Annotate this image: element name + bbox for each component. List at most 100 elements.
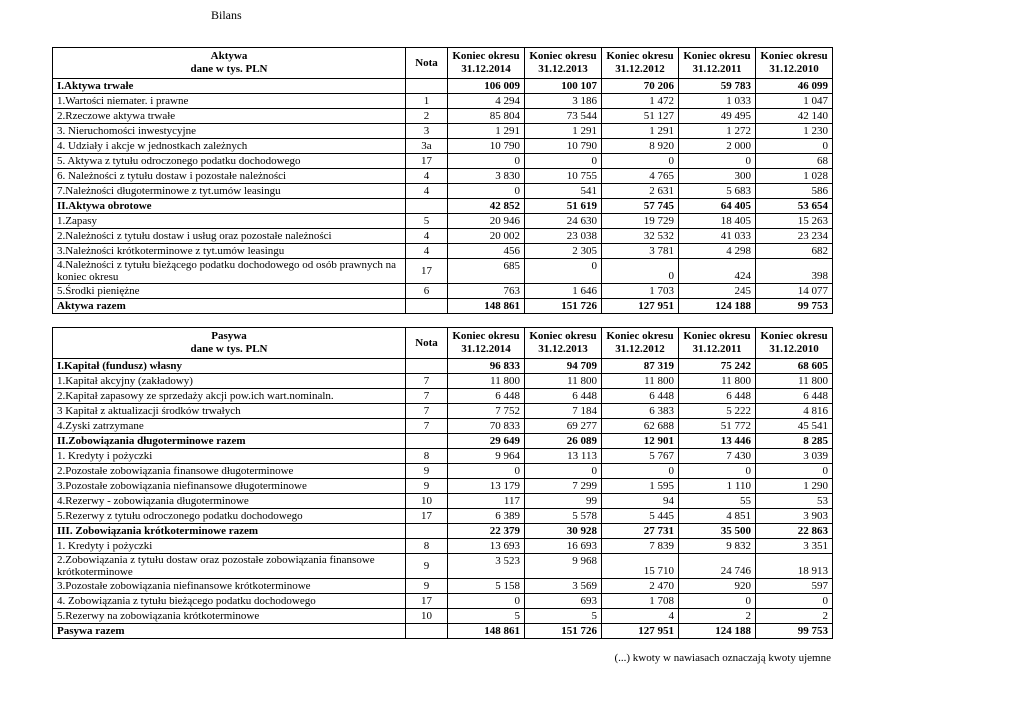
table-row: II.Aktywa obrotowe 42 852 51 619 57 745 64 4…	[52, 198, 833, 214]
row-value: 53	[755, 493, 833, 509]
row-value: 24 746	[678, 553, 756, 579]
row-nota	[405, 198, 448, 214]
row-value: 1 291	[524, 123, 602, 139]
column-header-period: Koniec okresu 31.12.2011	[678, 47, 756, 79]
row-label: 5. Aktywa z tytułu odroczonego podatku d…	[52, 153, 406, 169]
row-nota: 9	[405, 478, 448, 494]
period-date: 31.12.2011	[692, 63, 742, 75]
column-header-period: Koniec okresu 31.12.2014	[447, 47, 525, 79]
table-row: 3.Pozostałe zobowiązania niefinansowe kr…	[52, 578, 833, 594]
row-value: 0	[447, 593, 525, 609]
row-value: 1 703	[601, 283, 679, 299]
row-nota	[405, 433, 448, 449]
row-value: 4 294	[447, 93, 525, 109]
row-value: 51 127	[601, 108, 679, 124]
table-row: 3.Pozostałe zobowiązania niefinansowe dł…	[52, 478, 833, 494]
row-value: 100 107	[524, 78, 602, 94]
row-label: 2.Należności z tytułu dostaw i usług ora…	[52, 228, 406, 244]
row-value: 51 772	[678, 418, 756, 434]
row-nota: 6	[405, 283, 448, 299]
row-label: 4.Zyski zatrzymane	[52, 418, 406, 434]
row-nota: 17	[405, 153, 448, 169]
row-value: 62 688	[601, 418, 679, 434]
row-value: 16 693	[524, 538, 602, 554]
period-date: 31.12.2012	[615, 343, 665, 355]
row-value: 5	[524, 608, 602, 624]
column-header-period: Koniec okresu 31.12.2010	[755, 47, 833, 79]
column-header-period: Koniec okresu 31.12.2013	[524, 327, 602, 359]
row-label: III. Zobowiązania krótkoterminowe razem	[52, 523, 406, 539]
table-subtitle: dane w tys. PLN	[190, 63, 268, 75]
row-value: 6 448	[447, 388, 525, 404]
row-value: 106 009	[447, 78, 525, 94]
row-label: 2.Zobowiązania z tytułu dostaw oraz pozo…	[52, 553, 406, 579]
row-value: 6 383	[601, 403, 679, 419]
row-value: 42 852	[447, 198, 525, 214]
table-row: 5.Rezerwy z tytułu odroczonego podatku d…	[52, 508, 833, 524]
row-label: 5.Rezerwy z tytułu odroczonego podatku d…	[52, 508, 406, 524]
table-row: 1.Wartości niemater. i prawne 1 4 294 3 186…	[52, 93, 833, 109]
row-nota: 9	[405, 463, 448, 479]
row-nota: 4	[405, 228, 448, 244]
table-header-row: Aktywa dane w tys. PLN Nota Koniec okresu 31…	[52, 47, 833, 79]
row-nota: 5	[405, 213, 448, 229]
row-label: 4.Rezerwy - zobowiązania długoterminowe	[52, 493, 406, 509]
column-header-period: Koniec okresu 31.12.2012	[601, 47, 679, 79]
row-value: 682	[755, 243, 833, 259]
row-value: 9 964	[447, 448, 525, 464]
row-value: 5 683	[678, 183, 756, 199]
row-value: 13 113	[524, 448, 602, 464]
row-nota: 7	[405, 418, 448, 434]
row-value: 70 833	[447, 418, 525, 434]
period-label: Koniec okresu	[683, 50, 751, 62]
row-value: 1 290	[755, 478, 833, 494]
column-header-nota: Nota	[405, 327, 448, 359]
row-value: 11 800	[755, 373, 833, 389]
row-label: 1.Kapitał akcyjny (zakładowy)	[52, 373, 406, 389]
row-label: 2.Rzeczowe aktywa trwałe	[52, 108, 406, 124]
row-nota: 7	[405, 403, 448, 419]
footer-note: (...) kwoty w nawiasach oznaczają kwoty …	[614, 652, 831, 664]
row-value: 1 472	[601, 93, 679, 109]
row-value: 23 234	[755, 228, 833, 244]
row-label: 3.Należności krótkoterminowe z tyt.umów …	[52, 243, 406, 259]
table-row: 2.Pozostałe zobowiązania finansowe długo…	[52, 463, 833, 479]
row-value: 148 861	[447, 623, 525, 639]
row-nota: 9	[405, 553, 448, 579]
period-label: Koniec okresu	[529, 50, 597, 62]
row-value: 20 946	[447, 213, 525, 229]
row-value: 5 578	[524, 508, 602, 524]
row-value: 0	[601, 153, 679, 169]
table-row: 3. Nieruchomości inwestycyjne 3 1 291 1 291…	[52, 123, 833, 139]
table-row: 4.Rezerwy - zobowiązania długoterminowe 1…	[52, 493, 833, 509]
row-nota: 2	[405, 108, 448, 124]
row-value: 6 448	[755, 388, 833, 404]
row-value: 69 277	[524, 418, 602, 434]
row-value: 59 783	[678, 78, 756, 94]
row-label: 5.Środki pieniężne	[52, 283, 406, 299]
row-value: 0	[755, 463, 833, 479]
row-value: 13 693	[447, 538, 525, 554]
row-value: 300	[678, 168, 756, 184]
row-value: 1 272	[678, 123, 756, 139]
row-value: 2 470	[601, 578, 679, 594]
period-date: 31.12.2011	[692, 343, 742, 355]
row-value: 4 816	[755, 403, 833, 419]
row-value: 23 038	[524, 228, 602, 244]
row-label: 1.Zapasy	[52, 213, 406, 229]
table-row: 2.Kapitał zapasowy ze sprzedaży akcji po…	[52, 388, 833, 404]
row-nota: 3	[405, 123, 448, 139]
table-row: 2.Należności z tytułu dostaw i usług ora…	[52, 228, 833, 244]
row-value: 4 851	[678, 508, 756, 524]
row-value: 1 047	[755, 93, 833, 109]
row-value: 13 179	[447, 478, 525, 494]
row-value: 18 405	[678, 213, 756, 229]
row-value: 1 110	[678, 478, 756, 494]
row-value: 7 430	[678, 448, 756, 464]
period-date: 31.12.2013	[538, 63, 588, 75]
row-label: Pasywa razem	[52, 623, 406, 639]
row-label: 2.Kapitał zapasowy ze sprzedaży akcji po…	[52, 388, 406, 404]
row-value: 586	[755, 183, 833, 199]
row-value: 94	[601, 493, 679, 509]
